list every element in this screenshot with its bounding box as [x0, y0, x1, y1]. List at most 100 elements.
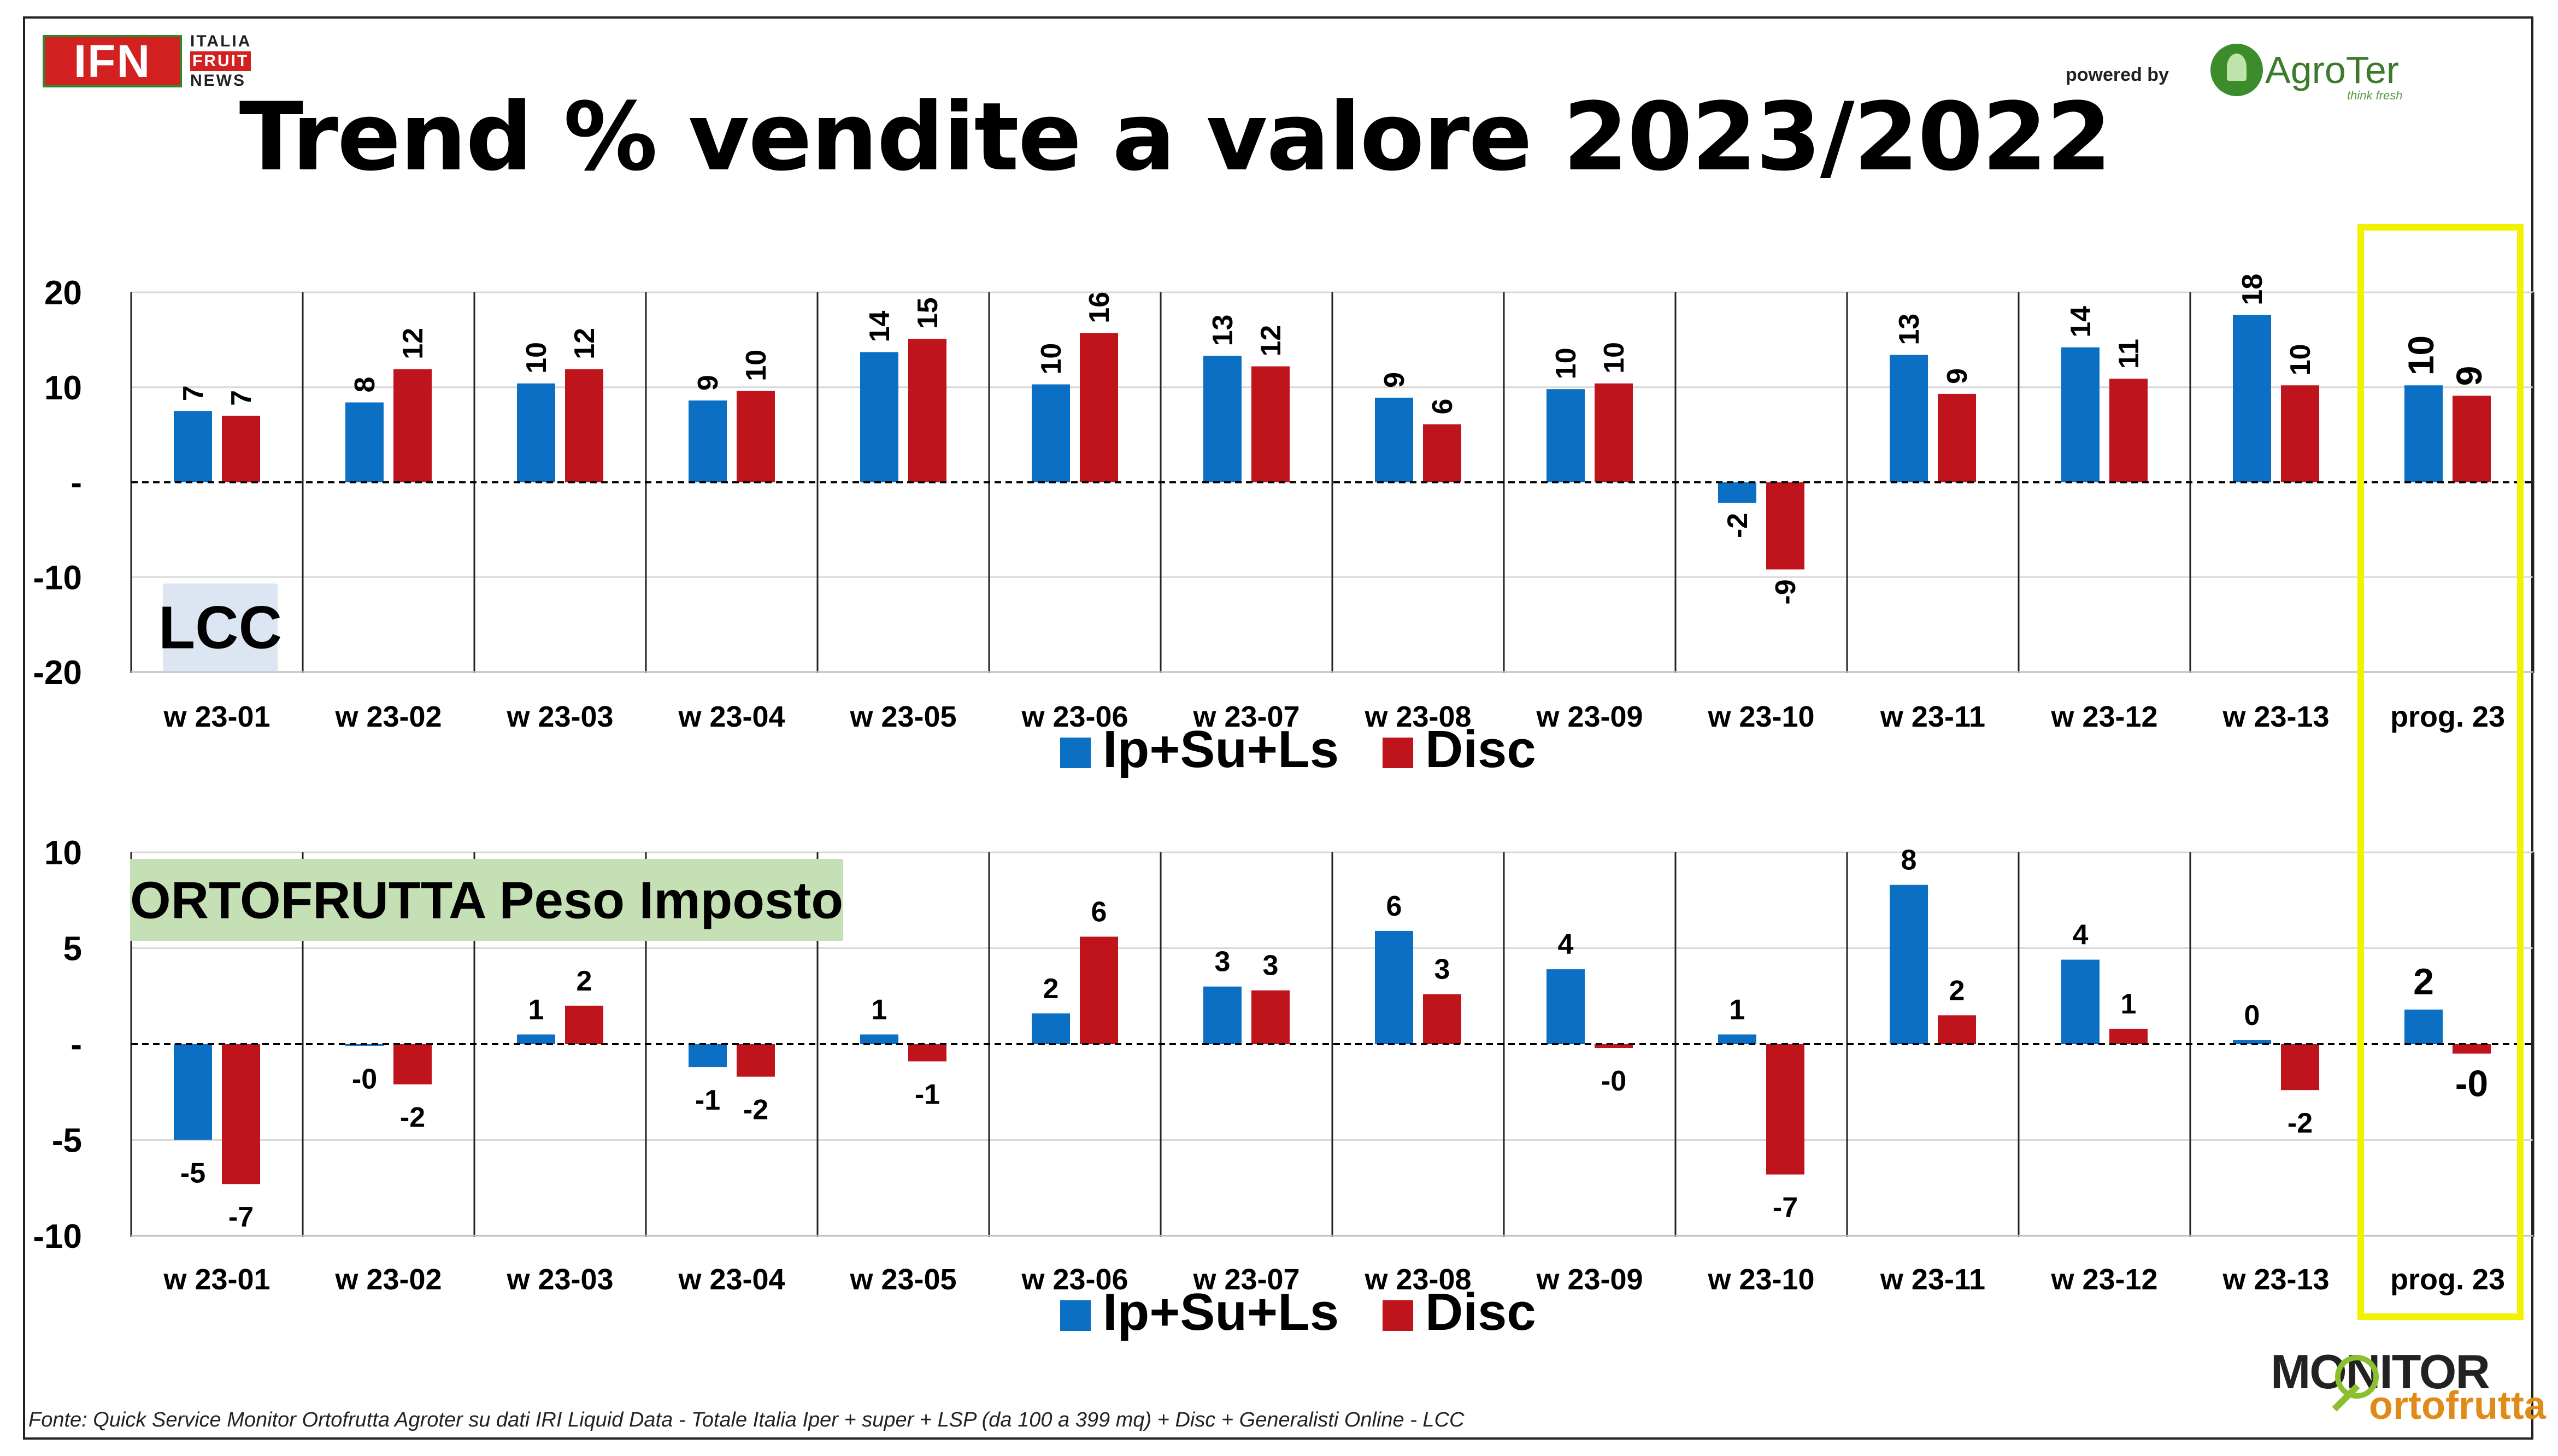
data-label: 12 — [569, 328, 601, 359]
bar-disc — [1423, 994, 1461, 1044]
data-label: 10 — [1036, 343, 1067, 375]
bar-disc — [1766, 482, 1804, 570]
panel-label: ORTOFRUTTA Peso Imposto — [130, 871, 843, 930]
data-label: -1 — [695, 1084, 720, 1116]
data-label: 1 — [528, 994, 544, 1025]
bar-ip-su-ls — [517, 1034, 555, 1044]
bar-ip-su-ls — [1546, 969, 1585, 1044]
data-label: 15 — [912, 297, 944, 329]
bar-ip-su-ls — [1203, 356, 1242, 482]
agroter-logo: AgroTer think fresh — [2210, 44, 2418, 104]
x-tick-label: w 23-02 — [334, 1263, 442, 1296]
x-tick-label: w 23-07 — [1192, 700, 1299, 733]
legend-label: Ip+Su+Ls — [1103, 720, 1339, 779]
data-label: 2 — [1043, 973, 1059, 1005]
y-tick-label: -10 — [33, 1218, 82, 1255]
bar-ip-su-ls — [1890, 355, 1928, 482]
chart-frame — [23, 16, 2533, 1440]
y-tick-label: -5 — [52, 1122, 82, 1160]
data-label: 0 — [2244, 1000, 2260, 1031]
data-label: 12 — [397, 328, 429, 359]
data-label: 9 — [1942, 368, 1973, 384]
bar-disc — [908, 1044, 946, 1062]
x-tick-label: w 23-11 — [1880, 1263, 1985, 1296]
data-label: 8 — [349, 377, 381, 393]
bar-ip-su-ls — [860, 1034, 898, 1044]
bar-disc — [222, 1044, 260, 1184]
bar-ip-su-ls — [345, 402, 384, 482]
data-label: 1 — [1730, 994, 1745, 1025]
page-title: Trend % vendite a valore 2023/2022 — [239, 82, 2112, 192]
bar-disc — [737, 1044, 775, 1077]
x-tick-label: w 23-01 — [163, 1263, 270, 1296]
data-label: -1 — [915, 1079, 940, 1111]
data-label: -2 — [1722, 513, 1754, 538]
bar-disc — [565, 369, 603, 482]
x-tick-label: prog. 23 — [2390, 1263, 2505, 1296]
x-tick-label: w 23-02 — [334, 700, 442, 733]
x-tick-label: w 23-12 — [2050, 1263, 2157, 1296]
data-label: -2 — [2288, 1107, 2313, 1139]
bar-disc — [2281, 385, 2319, 482]
legend-swatch — [1060, 738, 1091, 768]
x-tick-label: w 23-12 — [2050, 700, 2157, 733]
panel-label-box — [163, 583, 278, 671]
data-label: 14 — [864, 311, 896, 343]
data-label: 10 — [2285, 344, 2316, 375]
bar-ip-su-ls — [860, 352, 898, 482]
legend-swatch — [1383, 738, 1413, 768]
data-label: 10 — [2401, 335, 2441, 375]
bar-disc — [1595, 383, 1633, 482]
data-label: 8 — [1901, 845, 1917, 876]
monitor-logo-line1: MONITOR — [2271, 1345, 2490, 1399]
bar-ip-su-ls — [689, 400, 727, 482]
data-label: -0 — [1601, 1065, 1626, 1097]
bar-ip-su-ls — [2404, 385, 2443, 482]
bar-disc — [1938, 1015, 1976, 1044]
data-label: 10 — [1550, 347, 1582, 379]
y-tick-label: -10 — [33, 559, 82, 597]
bar-disc — [1251, 366, 1290, 482]
data-label: 6 — [1091, 896, 1107, 928]
x-tick-label: w 23-13 — [2222, 1263, 2329, 1296]
x-tick-label: w 23-06 — [1021, 1263, 1128, 1296]
bar-disc — [1423, 424, 1461, 482]
bar-disc — [2281, 1044, 2319, 1090]
ifn-logo: IFN ITALIA FRUIT NEWS — [43, 32, 283, 93]
data-label: 13 — [1893, 314, 1925, 345]
y-tick-label: - — [70, 464, 82, 502]
bar-ip-su-ls — [517, 383, 555, 482]
bar-ip-su-ls — [1890, 885, 1928, 1044]
x-tick-label: w 23-08 — [1364, 700, 1471, 733]
tree-icon — [2210, 44, 2263, 96]
data-label: 3 — [1263, 950, 1279, 982]
bar-ip-su-ls — [1203, 986, 1242, 1044]
x-tick-label: w 23-05 — [849, 700, 956, 733]
data-label: 12 — [1255, 325, 1287, 357]
bar-disc — [393, 1044, 432, 1084]
agroter-tagline: think fresh — [2347, 89, 2403, 102]
data-label: 2 — [577, 965, 592, 997]
data-label: 10 — [740, 350, 772, 381]
x-tick-label: w 23-13 — [2222, 700, 2329, 733]
legend-swatch — [1060, 1300, 1091, 1331]
data-label: 14 — [2065, 306, 2097, 338]
data-label: -7 — [1773, 1192, 1798, 1224]
bar-disc — [393, 369, 432, 482]
data-label: 11 — [2113, 339, 2145, 369]
ifn-logo-mark: IFN — [43, 35, 182, 87]
bar-ip-su-ls — [2233, 1040, 2271, 1044]
x-tick-label: w 23-11 — [1880, 700, 1985, 733]
x-tick-label: w 23-04 — [678, 700, 785, 733]
data-label: -9 — [1770, 579, 1802, 604]
data-label: 10 — [521, 342, 552, 374]
data-label: -0 — [352, 1064, 377, 1095]
bar-ip-su-ls — [2061, 347, 2100, 482]
x-tick-label: w 23-10 — [1707, 700, 1814, 733]
data-label: 9 — [1379, 372, 1410, 388]
legend-swatch — [1383, 1300, 1413, 1331]
panel-label-box — [130, 859, 843, 941]
bar-disc — [2453, 396, 2491, 482]
bar-ip-su-ls — [1718, 482, 1756, 503]
data-label: -2 — [743, 1094, 768, 1126]
